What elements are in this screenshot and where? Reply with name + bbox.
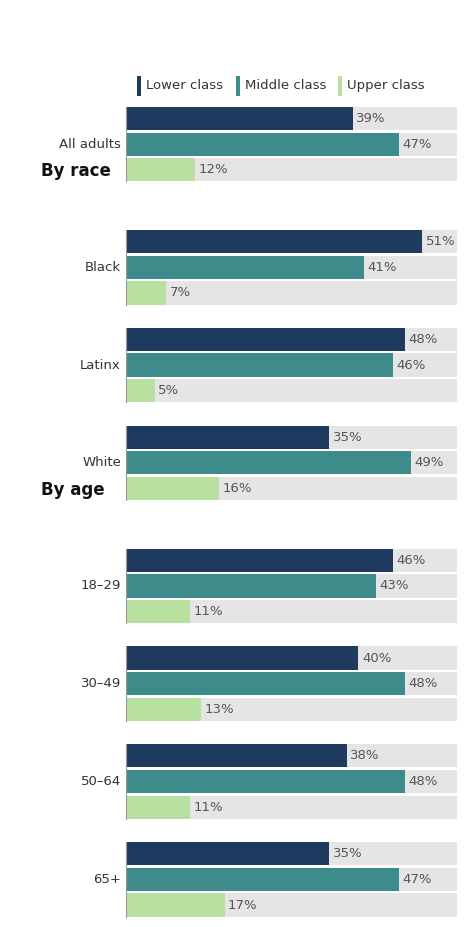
Bar [126,230,457,253]
Bar [137,76,141,95]
Bar [126,549,393,572]
Text: 38%: 38% [350,749,380,762]
Bar [126,353,457,376]
Bar [126,379,155,402]
Bar [236,76,240,95]
Text: Black: Black [85,260,121,273]
Bar [126,282,457,305]
Bar [126,107,457,130]
Text: 48%: 48% [409,333,438,346]
Bar [126,425,329,449]
Bar [126,744,347,768]
Bar [126,575,457,598]
Text: 65+: 65+ [93,873,121,886]
Bar [126,282,166,305]
Text: 46%: 46% [397,553,426,566]
Text: 47%: 47% [403,137,432,151]
Text: White: White [82,456,121,469]
Bar [126,133,399,156]
Text: Middle class: Middle class [245,80,326,93]
Text: 12%: 12% [199,163,228,176]
Bar [126,451,411,475]
Text: 51%: 51% [426,235,456,248]
Text: Lower class: Lower class [146,80,223,93]
Text: 35%: 35% [333,431,363,444]
Bar [126,842,329,865]
Bar [126,107,353,130]
Text: 48%: 48% [409,678,438,691]
Bar [126,842,457,865]
Bar [126,230,422,253]
Bar [126,600,190,623]
Bar [126,646,457,669]
Text: 5%: 5% [158,385,179,398]
Text: 7%: 7% [170,286,191,299]
Bar [126,451,457,475]
Bar [126,600,457,623]
Text: 43%: 43% [379,579,409,592]
Bar [126,133,457,156]
Bar [126,894,457,917]
Bar [338,76,342,95]
Bar [126,477,219,501]
Text: 13%: 13% [205,703,235,716]
Bar [126,256,365,279]
Text: 46%: 46% [397,359,426,372]
Text: 40%: 40% [362,652,392,665]
Text: Upper class: Upper class [347,80,424,93]
Bar [126,698,457,721]
Text: By age: By age [41,481,105,499]
Bar [126,868,399,891]
Text: 50–64: 50–64 [81,775,121,788]
Bar [126,159,457,182]
Bar [126,256,457,279]
Bar [126,477,457,501]
Text: 16%: 16% [222,482,252,495]
Text: Latinx: Latinx [80,359,121,372]
Text: By race: By race [41,162,111,181]
Text: All adults: All adults [59,137,121,151]
Bar [126,770,457,794]
Bar [126,795,457,819]
Bar [126,159,195,182]
Bar [126,549,457,572]
Text: 49%: 49% [414,456,444,469]
Bar [126,868,457,891]
Text: 35%: 35% [333,847,363,860]
Text: 48%: 48% [409,775,438,788]
Bar [126,894,225,917]
Text: 47%: 47% [403,873,432,886]
Text: 41%: 41% [368,260,397,273]
Bar [126,328,457,351]
Bar [126,744,457,768]
Bar [126,646,358,669]
Bar [126,353,393,376]
Bar [126,575,376,598]
Bar [126,672,457,695]
Bar [126,328,405,351]
Bar [126,770,405,794]
Bar [126,425,457,449]
Text: 17%: 17% [228,898,258,911]
Bar [126,672,405,695]
Text: 30–49: 30–49 [81,678,121,691]
Bar [126,379,457,402]
Text: 11%: 11% [193,801,223,814]
Bar [126,698,201,721]
Bar [126,795,190,819]
Text: 18–29: 18–29 [81,579,121,592]
Text: 11%: 11% [193,605,223,618]
Text: 39%: 39% [356,112,386,125]
